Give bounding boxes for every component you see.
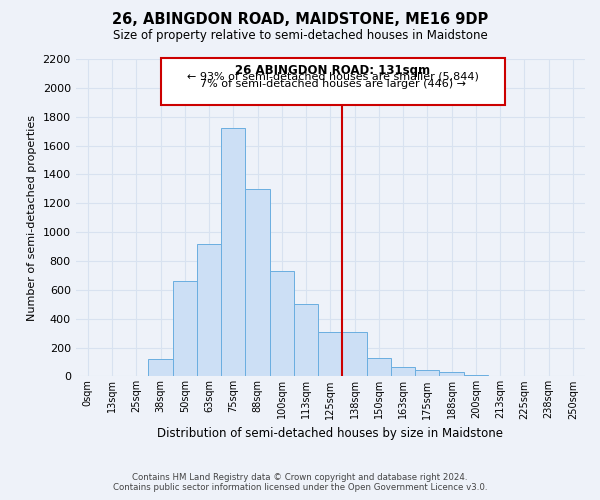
- X-axis label: Distribution of semi-detached houses by size in Maidstone: Distribution of semi-detached houses by …: [157, 427, 503, 440]
- Bar: [391, 367, 415, 376]
- Text: 26 ABINGDON ROAD: 131sqm: 26 ABINGDON ROAD: 131sqm: [235, 64, 430, 77]
- Bar: [294, 304, 318, 376]
- Bar: [367, 358, 391, 376]
- Text: Size of property relative to semi-detached houses in Maidstone: Size of property relative to semi-detach…: [113, 29, 487, 42]
- FancyBboxPatch shape: [161, 58, 505, 105]
- Bar: [148, 359, 173, 376]
- Bar: [221, 128, 245, 376]
- Bar: [318, 332, 343, 376]
- Bar: [343, 332, 367, 376]
- Text: 26, ABINGDON ROAD, MAIDSTONE, ME16 9DP: 26, ABINGDON ROAD, MAIDSTONE, ME16 9DP: [112, 12, 488, 28]
- Bar: [439, 372, 464, 376]
- Bar: [245, 189, 269, 376]
- Bar: [415, 370, 439, 376]
- Text: ← 93% of semi-detached houses are smaller (5,844): ← 93% of semi-detached houses are smalle…: [187, 72, 479, 82]
- Text: Contains HM Land Registry data © Crown copyright and database right 2024.
Contai: Contains HM Land Registry data © Crown c…: [113, 473, 487, 492]
- Y-axis label: Number of semi-detached properties: Number of semi-detached properties: [27, 114, 37, 320]
- Bar: [173, 281, 197, 376]
- Text: 7% of semi-detached houses are larger (446) →: 7% of semi-detached houses are larger (4…: [200, 79, 466, 89]
- Bar: [464, 375, 488, 376]
- Bar: [269, 271, 294, 376]
- Bar: [197, 244, 221, 376]
